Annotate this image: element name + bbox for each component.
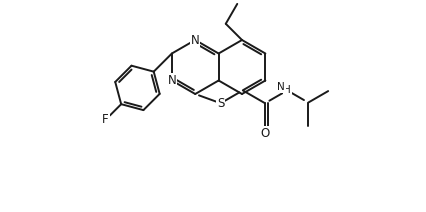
Text: N: N xyxy=(191,33,200,46)
Text: N: N xyxy=(167,74,176,87)
Text: N: N xyxy=(277,82,285,92)
Text: S: S xyxy=(217,97,225,110)
Text: H: H xyxy=(283,85,291,95)
Text: O: O xyxy=(260,127,270,140)
Text: F: F xyxy=(102,113,109,126)
